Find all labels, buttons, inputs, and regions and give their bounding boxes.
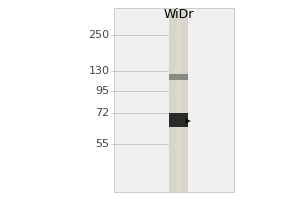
Bar	[169, 74, 188, 80]
Text: WiDr: WiDr	[163, 8, 194, 21]
Text: 55: 55	[95, 139, 110, 149]
Text: 95: 95	[95, 86, 110, 96]
Text: 72: 72	[95, 108, 110, 118]
Text: 130: 130	[88, 66, 110, 76]
Bar	[169, 113, 188, 127]
Bar	[176, 8, 181, 192]
Bar	[114, 8, 234, 192]
Bar	[169, 8, 188, 192]
Text: 250: 250	[88, 30, 110, 40]
